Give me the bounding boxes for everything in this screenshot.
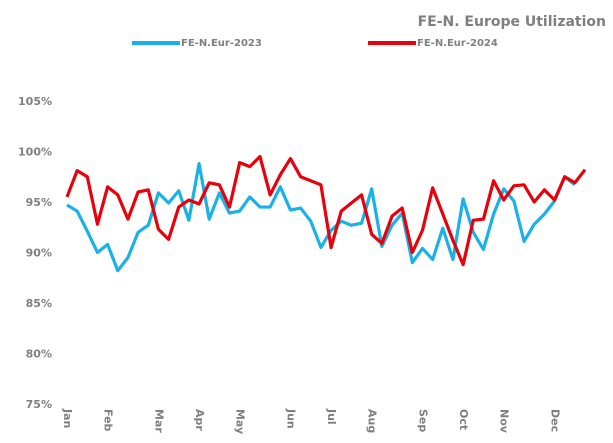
y-tick-label: 90% [26, 247, 52, 260]
x-tick-label: Feb [102, 409, 115, 432]
series-line [66, 162, 576, 273]
x-tick-label: Jun [284, 408, 297, 429]
y-tick-label: 100% [18, 146, 52, 159]
y-tick-label: 95% [26, 196, 52, 209]
y-tick-label: 80% [26, 348, 52, 361]
series-line [65, 154, 587, 267]
legend-label: FE-N.Eur-2024 [417, 38, 498, 49]
y-tick-label: 85% [26, 297, 52, 310]
x-tick-label: Aug [366, 409, 379, 433]
x-tick-label: Sep [416, 409, 429, 432]
x-tick-label: Mar [152, 409, 165, 433]
x-tick-label: Nov [498, 409, 511, 434]
x-tick-label: Jul [325, 408, 338, 425]
legend-label: FE-N.Eur-2023 [181, 38, 262, 49]
x-tick-label: May [234, 409, 247, 434]
y-tick-label: 75% [26, 398, 52, 411]
x-tick-label: Apr [193, 409, 206, 431]
x-tick-label: Oct [457, 409, 470, 430]
chart-title: FE-N. Europe Utilization [418, 14, 606, 30]
y-tick-label: 105% [18, 95, 52, 108]
x-tick-label: Dec [549, 409, 562, 432]
x-tick-label: Jan [61, 408, 74, 428]
